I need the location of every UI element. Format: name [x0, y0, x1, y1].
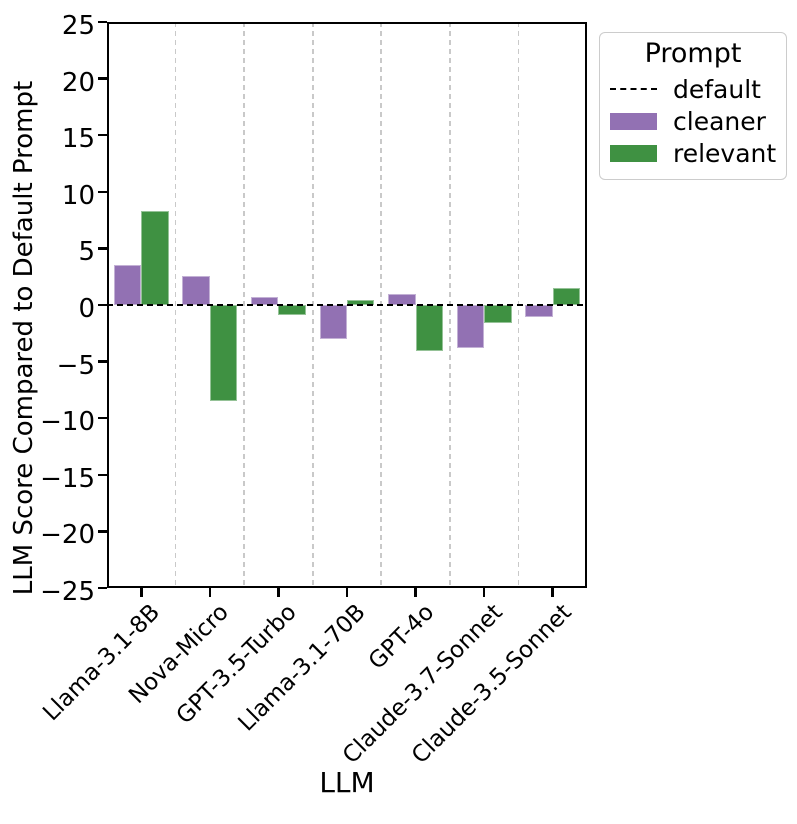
y-axis-label: LLM Score Compared to Default Prompt: [9, 80, 39, 596]
legend-title: Prompt: [644, 38, 742, 69]
x-tick-mark: [482, 588, 486, 597]
x-axis-label: LLM: [319, 766, 375, 799]
legend-label: cleaner: [673, 106, 766, 136]
y-tick-label: 10: [61, 180, 95, 211]
legend-entry-default: default: [610, 73, 776, 105]
plot-area: [107, 22, 587, 588]
x-tick-mark: [414, 588, 417, 597]
y-tick-mark: [98, 586, 107, 590]
bar-relevant-GPT-3.5-Turbo: [278, 305, 306, 316]
y-tick-mark: [98, 20, 107, 24]
bar-relevant-Llama-3.1-8B: [141, 211, 169, 305]
bar-cleaner-Claude-3.5-Sonnet: [525, 305, 553, 318]
y-tick-label: 5: [78, 237, 95, 268]
y-tick-mark: [98, 473, 107, 477]
x-tick-mark: [140, 588, 143, 597]
y-tick-mark: [98, 416, 107, 420]
x-tick-label: GPT-3.5-Turbo: [172, 599, 303, 730]
y-tick-label: 25: [61, 11, 95, 41]
y-tick-label: 20: [61, 67, 95, 98]
legend-entry-relevant: relevant: [610, 137, 776, 169]
x-tick-mark: [208, 588, 212, 597]
legend: Prompt default cleaner relevant: [599, 32, 787, 180]
y-tick-mark: [98, 190, 107, 194]
x-tick-label: Llama-3.1-70B: [233, 599, 371, 737]
bar-cleaner-Llama-3.1-8B: [113, 265, 142, 305]
y-tick-mark: [98, 530, 107, 533]
y-tick-label: −10: [40, 407, 95, 438]
x-tick-mark: [345, 588, 349, 597]
y-tick-label: −15: [40, 463, 95, 494]
bar-cleaner-Nova-Micro: [182, 275, 210, 305]
x-tick-label: Llama-3.1-8B: [38, 599, 165, 727]
y-tick-mark: [98, 247, 107, 250]
dashed-line-key-icon: [610, 88, 657, 90]
y-tick-mark: [98, 360, 107, 363]
x-tick-mark: [277, 588, 280, 597]
color-swatch-icon: [610, 144, 657, 162]
legend-entries: default cleaner relevant: [610, 73, 776, 169]
y-tick-mark: [98, 303, 107, 307]
legend-label: default: [673, 74, 761, 104]
color-swatch-icon: [610, 112, 657, 130]
bar-cleaner-Llama-3.1-70B: [319, 305, 347, 339]
bar-relevant-GPT-4o: [415, 305, 443, 352]
default-reference-line: [107, 303, 587, 307]
y-tick-label: −5: [56, 350, 95, 381]
y-tick-label: 15: [61, 124, 95, 155]
bar-relevant-Nova-Micro: [209, 305, 238, 402]
x-tick-mark: [551, 588, 554, 597]
legend-entry-cleaner: cleaner: [610, 105, 776, 137]
y-tick-label: 0: [78, 294, 95, 324]
bar-relevant-Claude-3.5-Sonnet: [552, 288, 581, 305]
y-tick-mark: [98, 77, 107, 80]
y-tick-label: −20: [40, 520, 95, 551]
y-tick-label: −25: [40, 577, 95, 607]
y-tick-mark: [98, 133, 107, 137]
bar-cleaner-Claude-3.7-Sonnet: [456, 305, 485, 349]
legend-label: relevant: [673, 138, 777, 168]
bar-relevant-Claude-3.7-Sonnet: [484, 305, 512, 324]
